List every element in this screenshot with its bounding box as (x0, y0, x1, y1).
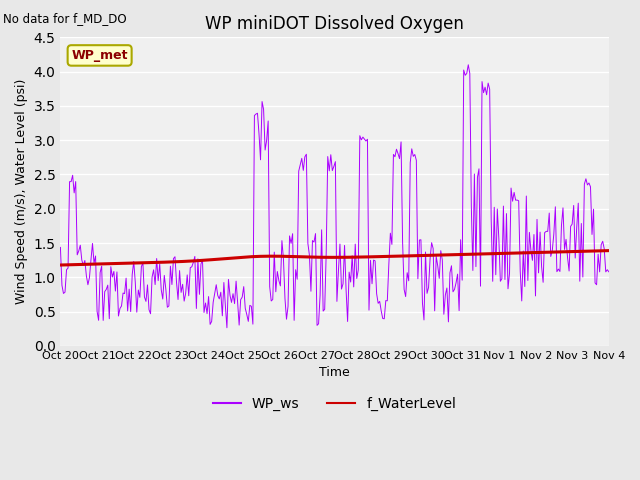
Y-axis label: Wind Speed (m/s), Water Level (psi): Wind Speed (m/s), Water Level (psi) (15, 79, 28, 304)
Legend: WP_ws, f_WaterLevel: WP_ws, f_WaterLevel (207, 391, 461, 416)
Text: WP_met: WP_met (72, 49, 128, 62)
Text: No data for f_MD_DO: No data for f_MD_DO (3, 12, 127, 25)
X-axis label: Time: Time (319, 366, 350, 379)
Title: WP miniDOT Dissolved Oxygen: WP miniDOT Dissolved Oxygen (205, 15, 464, 33)
